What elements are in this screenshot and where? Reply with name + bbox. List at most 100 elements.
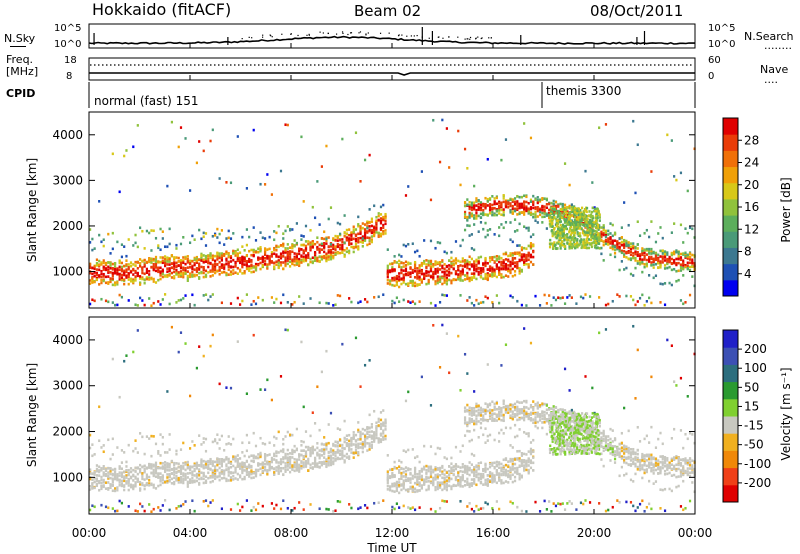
power-cell bbox=[461, 264, 464, 268]
velocity-cell bbox=[229, 479, 233, 482]
velocity-cell bbox=[116, 509, 119, 513]
velocity-cell bbox=[263, 456, 267, 460]
power-cell bbox=[379, 205, 383, 209]
power-cell bbox=[282, 267, 285, 271]
nsky-dot bbox=[327, 32, 329, 34]
power-cell bbox=[375, 226, 378, 230]
power-cell bbox=[257, 258, 260, 262]
power-cell bbox=[163, 255, 167, 258]
velocity-cell bbox=[236, 460, 239, 464]
power-cell bbox=[195, 255, 199, 259]
power-cell bbox=[548, 245, 552, 249]
velocity-cell bbox=[179, 464, 183, 468]
power-cell bbox=[423, 274, 426, 278]
power-cell bbox=[584, 214, 587, 218]
power-cell bbox=[109, 277, 112, 280]
power-cell bbox=[620, 249, 623, 253]
velocity-cell bbox=[284, 464, 287, 468]
power-cell bbox=[509, 238, 512, 242]
power-cell bbox=[325, 253, 328, 257]
power-cell bbox=[336, 221, 339, 225]
power-cell bbox=[686, 264, 689, 268]
power-cell bbox=[316, 245, 319, 249]
power-cell bbox=[341, 137, 344, 141]
velocity-cell bbox=[329, 459, 333, 462]
power-cell bbox=[320, 237, 323, 240]
power-cell bbox=[120, 261, 124, 265]
power-cell bbox=[302, 249, 305, 252]
power-cell bbox=[565, 234, 568, 238]
power-cell bbox=[573, 222, 576, 226]
power-cell bbox=[332, 255, 335, 258]
velocity-cell bbox=[300, 443, 303, 447]
power-cell bbox=[636, 259, 639, 263]
power-cell bbox=[643, 303, 646, 307]
velocity-cell bbox=[198, 434, 201, 437]
power-cell bbox=[551, 211, 554, 214]
power-cell bbox=[334, 239, 337, 242]
power-cell bbox=[191, 234, 194, 238]
velocity-cell bbox=[100, 467, 103, 470]
power-cell bbox=[345, 228, 348, 232]
power-cell bbox=[493, 213, 496, 217]
power-cell bbox=[578, 243, 581, 246]
velocity-cell bbox=[329, 461, 333, 465]
power-cell bbox=[250, 253, 253, 257]
power-cell bbox=[576, 238, 579, 241]
power-cell bbox=[675, 257, 678, 261]
power-cell bbox=[429, 301, 433, 305]
power-cell bbox=[634, 191, 637, 195]
power-cell bbox=[670, 257, 673, 261]
power-cell bbox=[484, 261, 487, 264]
velocity-cell bbox=[295, 463, 298, 467]
power-cell bbox=[654, 240, 658, 244]
power-cell bbox=[564, 234, 567, 237]
power-cell bbox=[602, 259, 605, 262]
power-cell bbox=[393, 255, 396, 258]
power-cell bbox=[320, 256, 323, 259]
power-cell bbox=[491, 210, 494, 214]
velocity-cell bbox=[229, 462, 233, 466]
power-cell bbox=[213, 259, 217, 263]
power-cell bbox=[438, 268, 442, 271]
power-cell bbox=[123, 271, 126, 275]
power-cell bbox=[154, 258, 158, 261]
power-cell bbox=[136, 260, 139, 264]
velocity-cell bbox=[168, 463, 171, 467]
power-cell bbox=[450, 250, 453, 254]
power-cell bbox=[518, 222, 521, 226]
velocity-cell bbox=[188, 471, 192, 475]
power-cell bbox=[654, 274, 658, 278]
velocity-cell bbox=[211, 473, 214, 476]
power-cell bbox=[491, 269, 494, 273]
power-cell bbox=[573, 206, 577, 210]
power-cell bbox=[450, 262, 453, 265]
power-cell bbox=[466, 275, 469, 279]
velocity-cell bbox=[120, 501, 124, 505]
power-cell bbox=[152, 268, 155, 271]
power-cell bbox=[416, 267, 419, 270]
power-cell bbox=[585, 220, 588, 224]
power-cell bbox=[402, 277, 405, 281]
velocity-cell bbox=[204, 460, 208, 464]
power-cell bbox=[188, 273, 192, 276]
power-cell bbox=[338, 251, 342, 255]
velocity-cell bbox=[200, 471, 203, 475]
power-cell bbox=[551, 234, 554, 238]
power-cell bbox=[523, 261, 526, 264]
velocity-cell bbox=[118, 465, 121, 468]
power-cell bbox=[475, 211, 478, 215]
power-cell bbox=[211, 258, 214, 262]
power-cell bbox=[470, 212, 473, 216]
velocity-cell bbox=[175, 507, 178, 510]
velocity-cell bbox=[257, 456, 260, 460]
power-cell bbox=[511, 212, 514, 215]
power-cell bbox=[670, 283, 673, 287]
power-cell bbox=[288, 257, 292, 261]
power-cell bbox=[579, 295, 583, 299]
velocity-cell bbox=[227, 466, 230, 470]
power-cell bbox=[195, 257, 199, 261]
power-cell bbox=[581, 231, 584, 235]
power-cell bbox=[556, 222, 559, 226]
power-cell bbox=[691, 227, 694, 231]
